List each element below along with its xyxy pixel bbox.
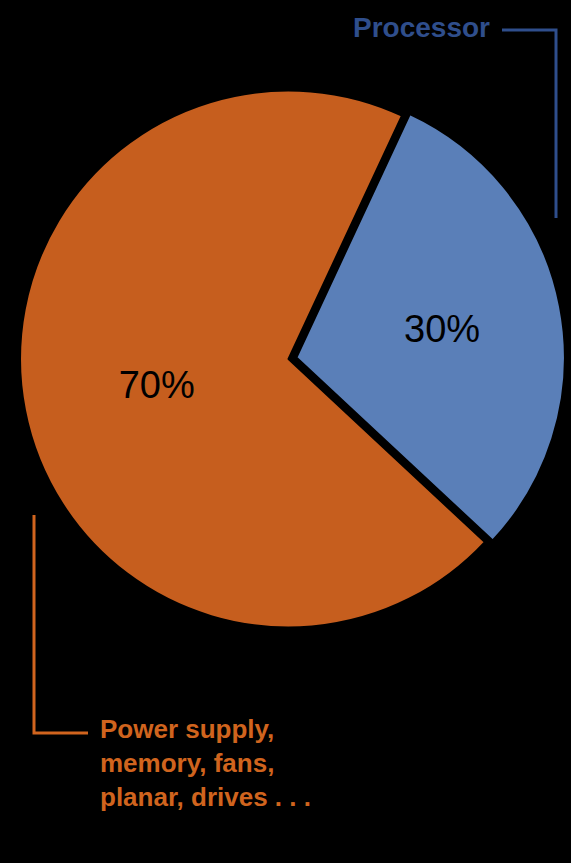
svg-text:70%: 70% <box>119 364 195 406</box>
svg-text:30%: 30% <box>404 308 480 350</box>
svg-text:Processor: Processor <box>353 12 490 43</box>
svg-text:Power supply,memory, fans,plan: Power supply,memory, fans,planar, drives… <box>100 714 311 812</box>
